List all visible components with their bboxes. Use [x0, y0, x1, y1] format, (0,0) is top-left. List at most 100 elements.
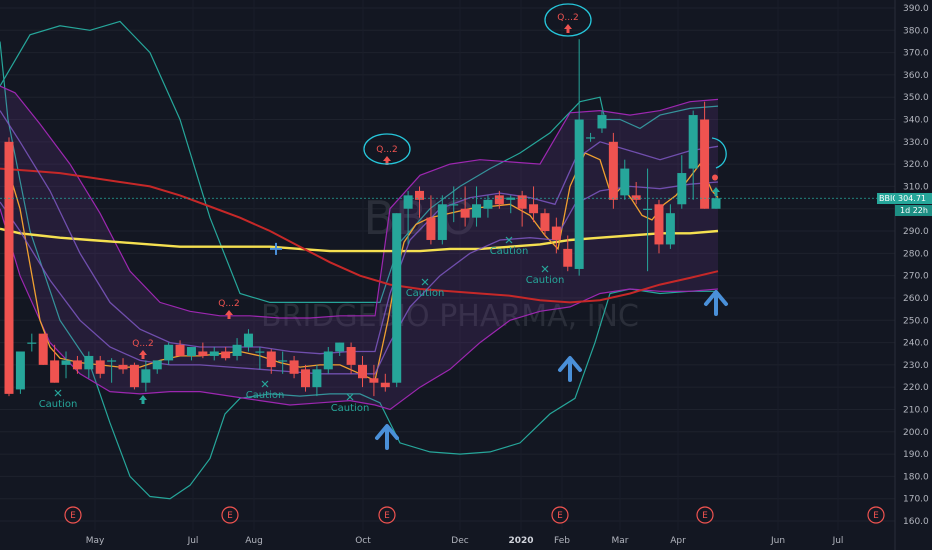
candle-body[interactable]	[551, 226, 561, 240]
candle-body[interactable]	[380, 382, 390, 388]
candle-body[interactable]	[620, 168, 630, 196]
time-tick-label: 2020	[508, 536, 533, 546]
candle-body[interactable]	[335, 342, 345, 352]
candle-body[interactable]	[300, 369, 310, 388]
candle-body[interactable]	[403, 195, 413, 209]
candle-body[interactable]	[152, 360, 162, 370]
candle-body[interactable]	[529, 204, 539, 214]
price-axis[interactable]: 160.0 170.0 180.0 190.0 200.0 210.0 220.0 230.0…	[894, 0, 929, 550]
time-axis[interactable]: May Jul Aug Oct Dec 2020 Feb Mar Apr Jun Jul	[86, 536, 844, 546]
candle-body[interactable]	[50, 360, 60, 383]
price-tick-label: 310.0	[903, 182, 929, 192]
price-tick-label: 200.0	[903, 428, 929, 438]
candle-body[interactable]	[574, 119, 584, 269]
signal-label: Q...2	[218, 299, 239, 309]
price-tick-label: 250.0	[903, 316, 929, 326]
candle-body[interactable]	[72, 360, 82, 370]
candle-body[interactable]	[141, 369, 151, 383]
candle-body[interactable]	[700, 119, 710, 209]
candle-body[interactable]	[597, 115, 607, 129]
candle-body[interactable]	[415, 190, 425, 200]
candle-body[interactable]	[84, 355, 94, 370]
candle-body[interactable]	[289, 360, 299, 374]
candle-body[interactable]	[61, 360, 71, 365]
time-tick-label: Jul	[832, 536, 844, 546]
signal-arrow	[564, 24, 572, 33]
candle-body[interactable]	[221, 351, 231, 359]
candle-body[interactable]	[38, 333, 48, 365]
earnings-label: E	[227, 511, 233, 521]
candle-body[interactable]	[711, 198, 721, 209]
candle-body[interactable]	[186, 347, 196, 356]
candle-body[interactable]	[506, 197, 516, 200]
price-tick-label: 220.0	[903, 383, 929, 393]
caution-x	[505, 236, 513, 244]
earnings-marker[interactable]	[551, 506, 569, 524]
price-tick-label: 160.0	[903, 517, 929, 527]
signal-label: Q...2	[132, 339, 153, 349]
candle-body[interactable]	[563, 248, 573, 267]
price-tick-label: 390.0	[903, 4, 929, 14]
candle-body[interactable]	[198, 351, 208, 356]
candle-body[interactable]	[323, 351, 333, 370]
caution-label: Caution	[331, 403, 370, 414]
earnings-marker[interactable]	[867, 506, 885, 524]
candle-body[interactable]	[4, 141, 14, 394]
candle-body[interactable]	[517, 195, 527, 209]
price-tag-value: 304.71	[898, 194, 926, 203]
candle-body[interactable]	[483, 199, 493, 209]
price-tick-label: 290.0	[903, 227, 929, 237]
earnings-label: E	[702, 511, 708, 521]
earnings-marker[interactable]	[696, 506, 714, 524]
candle-body[interactable]	[392, 213, 402, 383]
candle-body[interactable]	[278, 360, 288, 362]
candle-body[interactable]	[608, 141, 618, 200]
candle-body[interactable]	[346, 347, 356, 365]
candle-body[interactable]	[494, 195, 504, 205]
candle-body[interactable]	[586, 137, 596, 139]
ma-line-1	[0, 167, 719, 304]
candle-body[interactable]	[540, 213, 550, 232]
price-tick-label: 210.0	[903, 405, 929, 415]
candle-body[interactable]	[95, 360, 105, 374]
candle-body[interactable]	[15, 351, 25, 390]
candle-body[interactable]	[255, 351, 265, 353]
candle-body[interactable]	[426, 217, 436, 240]
earnings-marker[interactable]	[64, 506, 82, 524]
candle-body[interactable]	[631, 195, 641, 200]
price-tick-label: 380.0	[903, 26, 929, 36]
candle-body[interactable]	[358, 364, 367, 379]
candle-body[interactable]	[266, 351, 276, 368]
earnings-marker[interactable]	[378, 506, 396, 524]
earnings-label: E	[873, 511, 879, 521]
candle-body[interactable]	[643, 208, 653, 210]
price-tick-label: 270.0	[903, 272, 929, 282]
candle-body[interactable]	[175, 344, 185, 356]
candle-body[interactable]	[164, 344, 174, 361]
candle-body[interactable]	[312, 369, 322, 388]
candlesticks[interactable]	[4, 39, 721, 397]
candle-body[interactable]	[209, 351, 219, 356]
candle-body[interactable]	[688, 115, 698, 169]
candle-body[interactable]	[437, 204, 447, 240]
candle-body[interactable]	[129, 364, 139, 388]
earnings-marker[interactable]	[221, 506, 239, 524]
price-tick-label: 320.0	[903, 160, 929, 170]
candle-body[interactable]	[27, 342, 37, 344]
candle-body[interactable]	[232, 344, 242, 356]
candle-body[interactable]	[654, 204, 664, 245]
annotation-circle	[544, 3, 592, 37]
candle-body[interactable]	[369, 378, 379, 383]
candle-body[interactable]	[107, 360, 117, 362]
candle-body[interactable]	[460, 208, 470, 218]
candle-body[interactable]	[677, 173, 687, 205]
signal-dot	[712, 174, 718, 181]
candle-body[interactable]	[449, 204, 459, 206]
price-tick-label: 350.0	[903, 93, 929, 103]
candle-body[interactable]	[243, 333, 253, 348]
candle-body[interactable]	[472, 204, 482, 218]
candle-body[interactable]	[118, 364, 128, 370]
candle-body[interactable]	[665, 213, 675, 245]
